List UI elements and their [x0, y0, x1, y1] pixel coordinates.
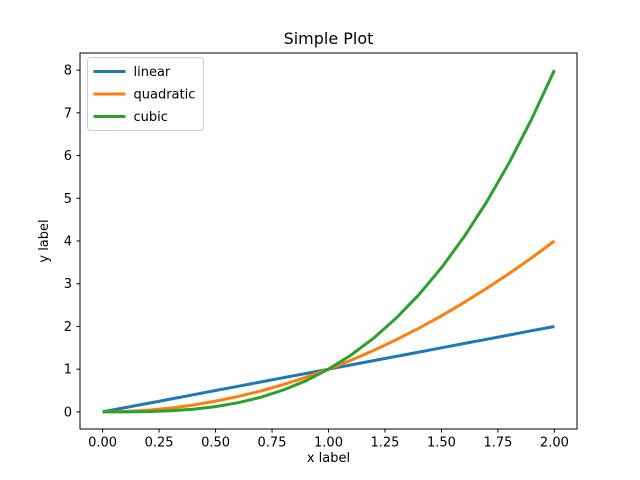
chart-title: Simple Plot [284, 29, 374, 48]
y-tick-label: 5 [64, 192, 72, 207]
x-tick-label: 0.25 [145, 436, 174, 451]
y-tick-label: 7 [64, 106, 72, 121]
legend-label-quadratic: quadratic [134, 88, 196, 103]
x-tick-label: 0.75 [258, 436, 287, 451]
x-tick-label: 1.75 [483, 436, 512, 451]
axis-ticks: 0.00 0.25 0.50 0.75 1.00 1.25 1.50 1.75 2.00 0 1 2 3… [64, 64, 569, 451]
x-tick-label: 0.50 [201, 436, 230, 451]
x-tick-label: 1.25 [371, 436, 400, 451]
x-tick-label: 1.50 [427, 436, 456, 451]
legend-label-linear: linear [134, 65, 171, 80]
series-line-quadratic [102, 239, 556, 414]
legend-box [87, 57, 204, 131]
y-tick-label: 1 [64, 363, 72, 378]
y-axis-label: y label [37, 219, 52, 262]
legend-label-cubic: cubic [134, 110, 168, 125]
x-tick-label: 2.00 [540, 436, 569, 451]
y-tick-label: 2 [64, 320, 72, 335]
x-axis-label: x label [307, 451, 350, 466]
y-tick-label: 4 [64, 235, 72, 250]
legend: linear quadratic cubic [87, 57, 204, 131]
data-series [102, 69, 556, 414]
y-tick-label: 3 [64, 277, 72, 292]
y-tick-label: 0 [64, 405, 72, 420]
x-tick-label: 1.00 [314, 436, 343, 451]
series-line-cubic [102, 69, 556, 414]
x-tick-label: 0.00 [88, 436, 117, 451]
y-tick-label: 6 [64, 149, 72, 164]
y-tick-label: 8 [64, 64, 72, 79]
